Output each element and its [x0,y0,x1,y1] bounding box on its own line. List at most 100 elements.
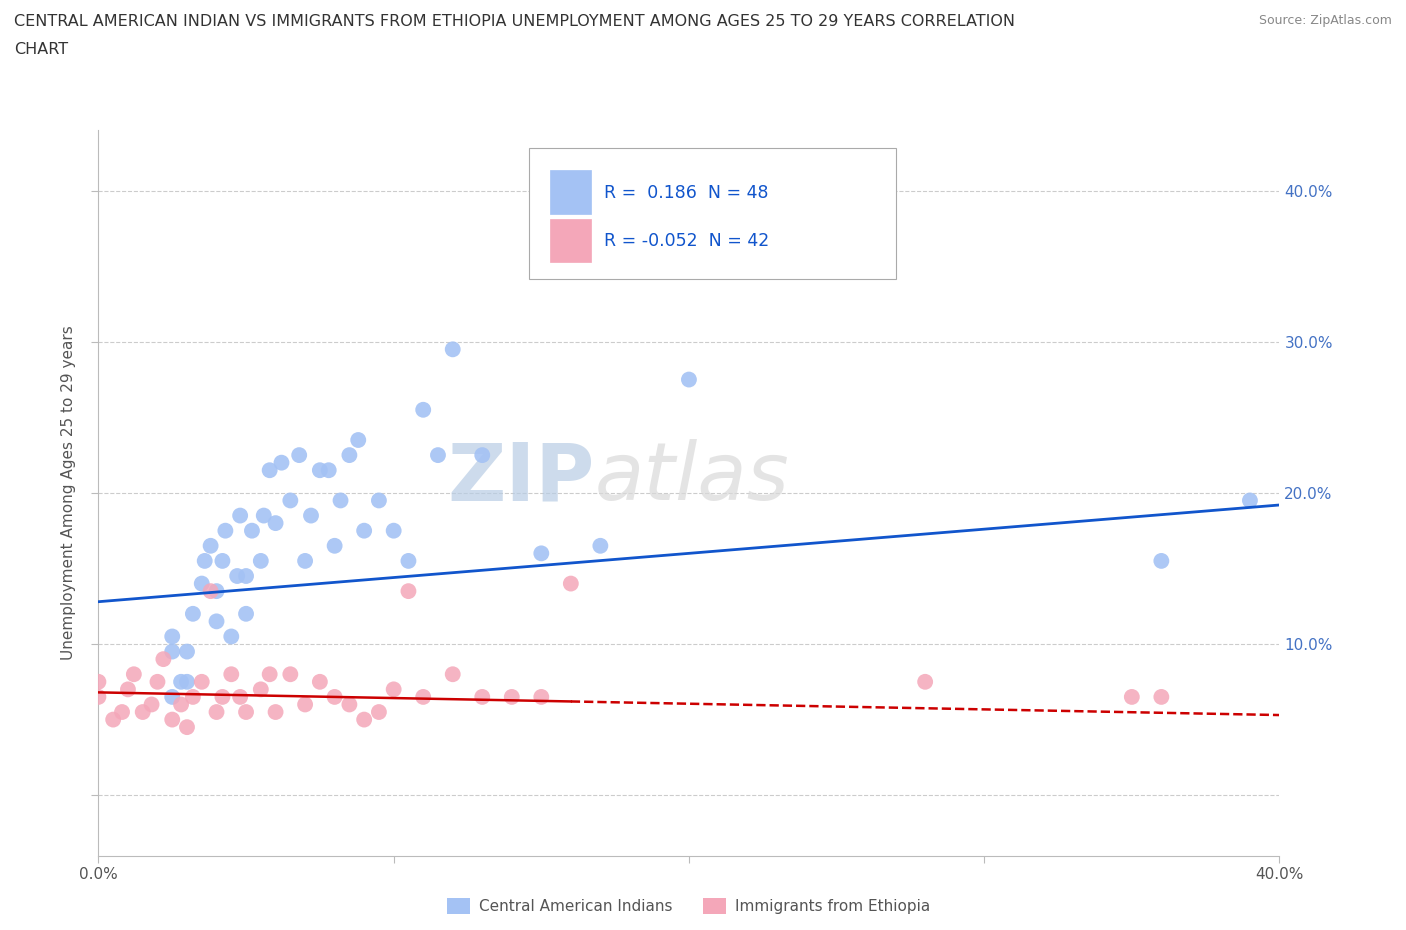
Point [530,689,553,704]
Text: R = -0.052  N = 42: R = -0.052 N = 42 [605,232,769,250]
Point [87,674,110,689]
Point [1121,689,1143,704]
Point [240,524,263,538]
Point [259,667,281,682]
Point [396,584,419,599]
Point [347,432,370,447]
Text: ZIP: ZIP [447,439,595,517]
Point [211,553,233,568]
Point [288,447,311,462]
FancyBboxPatch shape [550,219,591,262]
Point [1239,493,1261,508]
Point [589,538,612,553]
Point [226,568,249,583]
Point [471,447,494,462]
Point [441,342,464,357]
Point [214,524,236,538]
Point [181,689,204,704]
Point [162,644,183,659]
Point [111,705,134,720]
Point [299,508,322,523]
Point [250,682,273,697]
Point [368,493,391,508]
Point [294,553,316,568]
Point [235,606,257,621]
Point [205,705,228,720]
Point [1150,689,1173,704]
Point [205,614,228,629]
Point [162,689,183,704]
Point [176,720,198,735]
Point [368,705,391,720]
Point [353,524,375,538]
Point [382,682,405,697]
Point [162,629,183,644]
Point [278,667,302,682]
Point [264,516,287,531]
Point [122,667,145,682]
Point [219,629,242,644]
Point [170,698,193,712]
Point [141,698,163,712]
FancyBboxPatch shape [530,149,896,279]
Point [530,546,553,561]
Point [309,674,332,689]
Point [309,463,332,478]
Point [194,553,217,568]
Point [270,456,292,471]
Point [250,553,273,568]
Point [200,584,222,599]
Point [181,606,204,621]
Point [471,689,494,704]
Point [259,463,281,478]
Point [339,447,360,462]
Point [170,674,193,689]
Point [427,447,450,462]
Point [329,493,352,508]
Point [339,698,360,712]
Point [560,577,582,591]
Point [229,508,252,523]
Point [176,674,198,689]
Point [382,524,405,538]
Point [146,674,169,689]
Point [219,667,242,682]
Point [441,667,464,682]
Point [87,689,110,704]
Point [235,705,257,720]
Point [152,652,174,667]
Point [323,689,346,704]
Point [412,403,434,418]
Point [253,508,276,523]
Point [353,712,375,727]
Point [211,689,233,704]
Point [191,577,214,591]
Point [132,705,155,720]
Text: R =  0.186  N = 48: R = 0.186 N = 48 [605,184,769,203]
Text: CENTRAL AMERICAN INDIAN VS IMMIGRANTS FROM ETHIOPIA UNEMPLOYMENT AMONG AGES 25 T: CENTRAL AMERICAN INDIAN VS IMMIGRANTS FR… [14,14,1015,29]
Point [176,644,198,659]
Point [1150,553,1173,568]
Point [914,674,936,689]
Point [318,463,340,478]
Point [117,682,139,697]
Text: atlas: atlas [595,439,789,517]
Point [264,705,287,720]
Point [200,538,222,553]
Y-axis label: Unemployment Among Ages 25 to 29 years: Unemployment Among Ages 25 to 29 years [60,326,76,660]
FancyBboxPatch shape [550,170,591,214]
Point [412,689,434,704]
Point [278,493,302,508]
Legend: Central American Indians, Immigrants from Ethiopia: Central American Indians, Immigrants fro… [441,892,936,921]
Point [205,584,228,599]
Point [191,674,214,689]
Text: Source: ZipAtlas.com: Source: ZipAtlas.com [1258,14,1392,27]
Text: CHART: CHART [14,42,67,57]
Point [294,698,316,712]
Point [323,538,346,553]
Point [229,689,252,704]
Point [235,568,257,583]
Point [103,712,125,727]
Point [678,372,700,387]
Point [162,712,183,727]
